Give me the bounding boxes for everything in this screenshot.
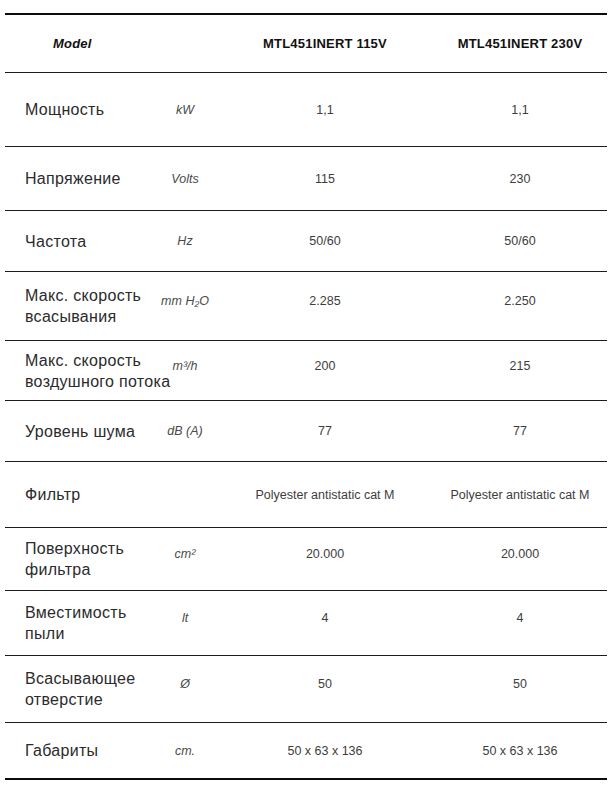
value-115v: 50 x 63 x 136 xyxy=(217,744,433,758)
param-unit: dB (A) xyxy=(153,424,217,438)
row-filter-surface: Поверхность фильтра cm² 20.000 20.000 xyxy=(5,528,607,591)
value-230v: 50/60 xyxy=(433,234,607,248)
column-header-230v: MTL451INERT 230V xyxy=(433,36,607,51)
param-unit: mm H₂O xyxy=(153,294,217,308)
column-header-115v: MTL451INERT 115V xyxy=(217,36,433,51)
param-unit: lt xyxy=(153,611,217,625)
row-max-suction: Макс. скорость всасывания mm H₂O 2.285 2… xyxy=(5,272,607,341)
value-230v: 50 x 63 x 136 xyxy=(433,744,607,758)
row-frequency: Частота Hz 50/60 50/60 xyxy=(5,211,607,272)
value-115v: 50 xyxy=(217,677,433,691)
row-power: Мощность kW 1,1 1,1 xyxy=(5,73,607,147)
param-label: Мощность xyxy=(5,99,153,120)
value-230v: 215 xyxy=(433,359,607,373)
table-header-row: Model MTL451INERT 115V MTL451INERT 230V xyxy=(5,15,607,73)
value-115v: 50/60 xyxy=(217,234,433,248)
model-header-label: Model xyxy=(5,36,153,51)
param-unit: Ø xyxy=(153,677,217,691)
param-label: Частота xyxy=(5,231,153,252)
value-230v: 50 xyxy=(433,677,607,691)
param-unit: m³/h xyxy=(153,359,217,373)
param-unit: kW xyxy=(153,103,217,117)
value-230v: 4 xyxy=(433,611,607,625)
param-label: Габариты xyxy=(5,740,153,761)
row-filter: Фильтр Polyester antistatic cat M Polyes… xyxy=(5,462,607,528)
value-115v: 200 xyxy=(217,359,433,373)
param-label: Вместимость пыли xyxy=(5,602,153,644)
row-max-airflow: Макс. скорость воздушного потока m³/h 20… xyxy=(5,341,607,401)
value-115v: 1,1 xyxy=(217,103,433,117)
value-230v: Polyester antistatic cat M xyxy=(433,488,607,502)
value-115v: 20.000 xyxy=(217,547,433,561)
value-230v: 230 xyxy=(433,172,607,186)
row-dimensions: Габариты cm. 50 x 63 x 136 50 x 63 x 136 xyxy=(5,723,607,780)
param-unit: cm. xyxy=(153,744,217,758)
param-label: Макс. скорость всасывания xyxy=(5,285,153,327)
row-voltage: Напряжение Volts 115 230 xyxy=(5,147,607,211)
row-inlet-diameter: Всасывающее отверстие Ø 50 50 xyxy=(5,656,607,723)
value-115v: 115 xyxy=(217,172,433,186)
param-label: Уровень шума xyxy=(5,421,153,442)
value-230v: 2.250 xyxy=(433,294,607,308)
param-unit: Hz xyxy=(153,234,217,248)
param-label: Напряжение xyxy=(5,168,153,189)
value-230v: 20.000 xyxy=(433,547,607,561)
value-115v: 77 xyxy=(217,424,433,438)
param-label: Макс. скорость воздушного потока xyxy=(5,350,153,392)
value-230v: 1,1 xyxy=(433,103,607,117)
value-115v: 2.285 xyxy=(217,294,433,308)
spec-sheet-page: Model MTL451INERT 115V MTL451INERT 230V … xyxy=(0,0,612,806)
row-dust-capacity: Вместимость пыли lt 4 4 xyxy=(5,591,607,656)
param-label: Фильтр xyxy=(5,484,153,505)
param-unit: cm² xyxy=(153,547,217,561)
param-unit: Volts xyxy=(153,172,217,186)
row-noise-level: Уровень шума dB (A) 77 77 xyxy=(5,401,607,462)
spec-table: Model MTL451INERT 115V MTL451INERT 230V … xyxy=(5,13,607,780)
param-label: Всасывающее отверстие xyxy=(5,668,153,710)
param-label: Поверхность фильтра xyxy=(5,538,153,580)
value-230v: 77 xyxy=(433,424,607,438)
value-115v: 4 xyxy=(217,611,433,625)
value-115v: Polyester antistatic cat M xyxy=(217,488,433,502)
